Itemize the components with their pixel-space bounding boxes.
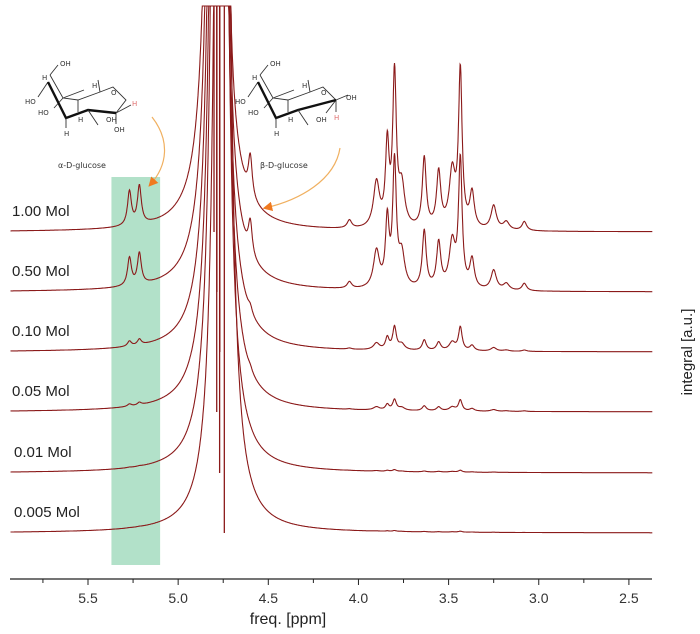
x-tick-label: 5.0	[168, 590, 188, 606]
atom-label: H	[302, 82, 307, 90]
atom-label: H	[92, 82, 97, 90]
atom-label: OH	[346, 94, 357, 102]
concentration-label: 0.50 Mol	[12, 263, 70, 280]
spectrum-trace	[10, 5, 653, 353]
x-tick-label: 2.5	[619, 590, 639, 606]
atom-label: H	[252, 74, 257, 82]
concentration-label: 0.05 Mol	[12, 383, 70, 400]
spectrum-trace	[10, 5, 653, 534]
spectrum-trace	[10, 5, 653, 474]
beta-glucose-structure: OH H HO H O HO H OH H OH H β-D-glucose	[235, 60, 357, 170]
anomeric-h-label: H	[132, 100, 137, 108]
y-axis-label: integral [a.u.]	[679, 309, 696, 396]
atom-label: H	[78, 116, 83, 124]
x-tick-label: 4.5	[259, 590, 279, 606]
x-tick-label: 5.5	[78, 590, 98, 606]
x-axis-label: freq. [ppm]	[250, 611, 326, 628]
atom-label: OH	[114, 126, 125, 134]
atom-label: HO	[25, 98, 36, 106]
beta-arrow	[262, 147, 341, 212]
spectrum-trace	[10, 5, 653, 233]
atom-label: O	[111, 89, 117, 97]
atom-label: HO	[235, 98, 246, 106]
alpha-highlight-region	[111, 177, 161, 565]
concentration-label: 1.00 Mol	[12, 203, 70, 220]
molecule-name: α-D-glucose	[58, 161, 106, 170]
atom-label: HO	[248, 109, 259, 117]
atom-label: OH	[106, 116, 117, 124]
x-tick-label: 4.0	[349, 590, 369, 606]
atom-label: H	[274, 130, 279, 138]
molecule-name: β-D-glucose	[260, 161, 308, 170]
x-tick-label: 3.0	[529, 590, 549, 606]
anomeric-h-label: H	[334, 114, 339, 122]
atom-label: OH	[60, 60, 71, 68]
concentration-label: 0.01 Mol	[14, 444, 72, 461]
atom-label: HO	[38, 109, 49, 117]
concentration-label: 0.005 Mol	[14, 504, 80, 521]
atom-label: OH	[270, 60, 281, 68]
atom-label: O	[321, 89, 327, 97]
concentration-label: 0.10 Mol	[12, 323, 70, 340]
atom-label: H	[288, 116, 293, 124]
atom-label: H	[64, 130, 69, 138]
alpha-arrow	[148, 116, 166, 187]
x-tick-label: 3.5	[439, 590, 459, 606]
atom-label: OH	[316, 116, 327, 124]
spectrum-trace	[10, 5, 653, 293]
alpha-glucose-structure: OH H HO H O HO H OH H OH H α-D-glucose	[25, 60, 137, 170]
spectrum-trace	[10, 5, 653, 413]
atom-label: H	[42, 74, 47, 82]
